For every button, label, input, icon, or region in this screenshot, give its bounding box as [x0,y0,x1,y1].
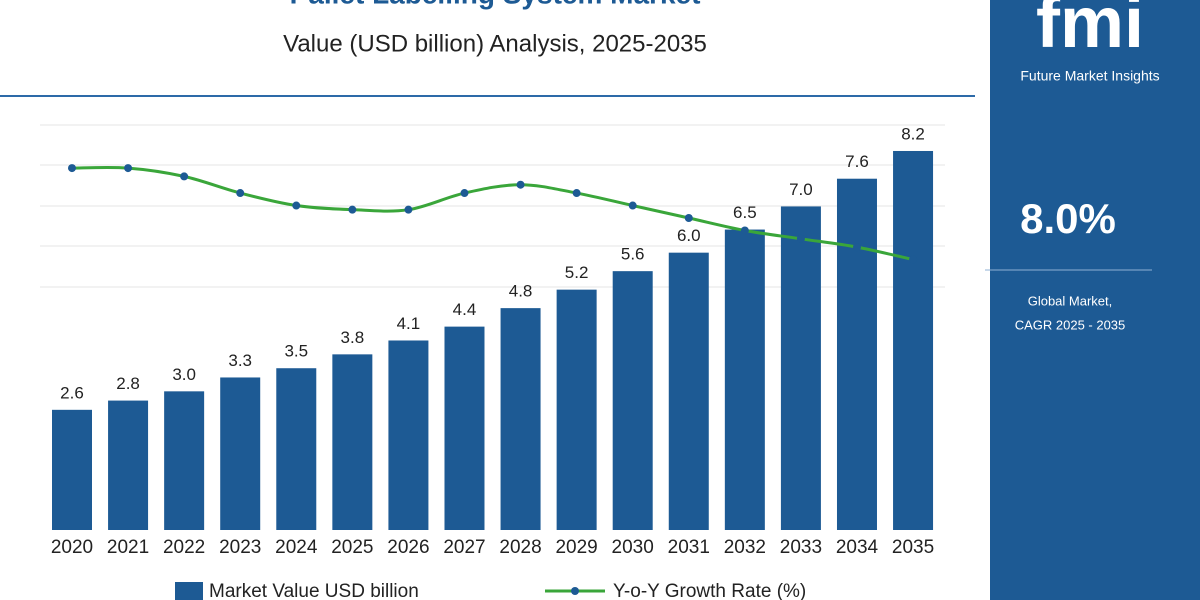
value-label: 4.4 [453,300,477,319]
line-point [236,189,245,198]
line-point [460,189,469,198]
cagr-value: 8.0% [1020,195,1116,242]
value-label: 3.3 [228,351,252,370]
x-tick-label: 2030 [612,537,654,558]
x-tick-label: 2028 [499,537,541,558]
x-tick-label: 2032 [724,537,766,558]
legend-label: Y-o-Y Growth Rate (%) [613,581,806,600]
value-label: 4.8 [509,282,533,301]
x-tick-label: 2021 [107,537,149,558]
line-point [348,205,357,214]
x-tick-label: 2027 [443,537,485,558]
x-tick-label: 2031 [668,537,710,558]
line-point [124,164,133,173]
bar [164,391,205,530]
bar [556,289,597,530]
bar [612,271,653,530]
bar [388,340,429,530]
value-label: 3.5 [284,342,308,361]
value-label: 3.0 [172,365,196,384]
bar [893,150,934,530]
value-label: 6.0 [677,226,701,245]
legend-swatch [571,587,579,595]
logo: fmi [1036,0,1144,63]
x-tick-label: 2026 [387,537,429,558]
value-label: 7.6 [845,152,869,171]
x-tick-label: 2025 [331,537,373,558]
value-label: 2.6 [60,383,84,402]
cagr-caption: Global Market, [1028,293,1113,308]
x-tick-label: 2035 [892,537,934,558]
x-tick-label: 2033 [780,537,822,558]
line-point [292,201,301,210]
bar [780,206,821,530]
value-label: 6.5 [733,203,757,222]
cagr-caption: CAGR 2025 - 2035 [1015,317,1126,332]
line-point [628,201,637,210]
bar [500,308,541,530]
bar [836,178,877,530]
x-tick-label: 2020 [51,537,93,558]
line-point [909,255,918,264]
line [71,165,914,262]
chart-subtitle: Value (USD billion) Analysis, 2025-2035 [283,30,707,57]
value-label: 5.2 [565,263,589,282]
x-tick-label: 2034 [836,537,879,558]
bar [668,252,709,530]
line-point [852,243,861,252]
x-tick-label: 2022 [163,537,205,558]
line-point [180,172,189,181]
bar [220,377,261,530]
side-panel [990,0,1200,600]
legend-swatch [175,582,203,600]
value-label: 7.0 [789,180,813,199]
value-label: 2.8 [116,374,140,393]
line-point [404,205,413,214]
line-point [740,226,749,235]
value-label: 8.2 [901,124,925,143]
bar [108,400,149,530]
bar [332,354,373,530]
legend-label: Market Value USD billion [209,581,419,600]
bar [444,326,485,530]
line-point [68,164,76,173]
value-label: 4.1 [397,314,421,333]
x-tick-label: 2024 [275,537,318,558]
bar [52,409,92,530]
line-point [796,234,805,243]
value-label: 3.8 [341,328,365,347]
x-tick-label: 2029 [555,537,597,558]
line-point [572,189,581,198]
bar [276,368,317,530]
brand: Future Market Insights [1020,68,1159,84]
value-label: 5.6 [621,245,645,264]
x-tick-label: 2023 [219,537,261,558]
line-point [516,180,525,189]
bar [724,229,765,531]
chart-title: Pallet Labelling System Market [290,0,701,9]
line-point [684,214,693,222]
